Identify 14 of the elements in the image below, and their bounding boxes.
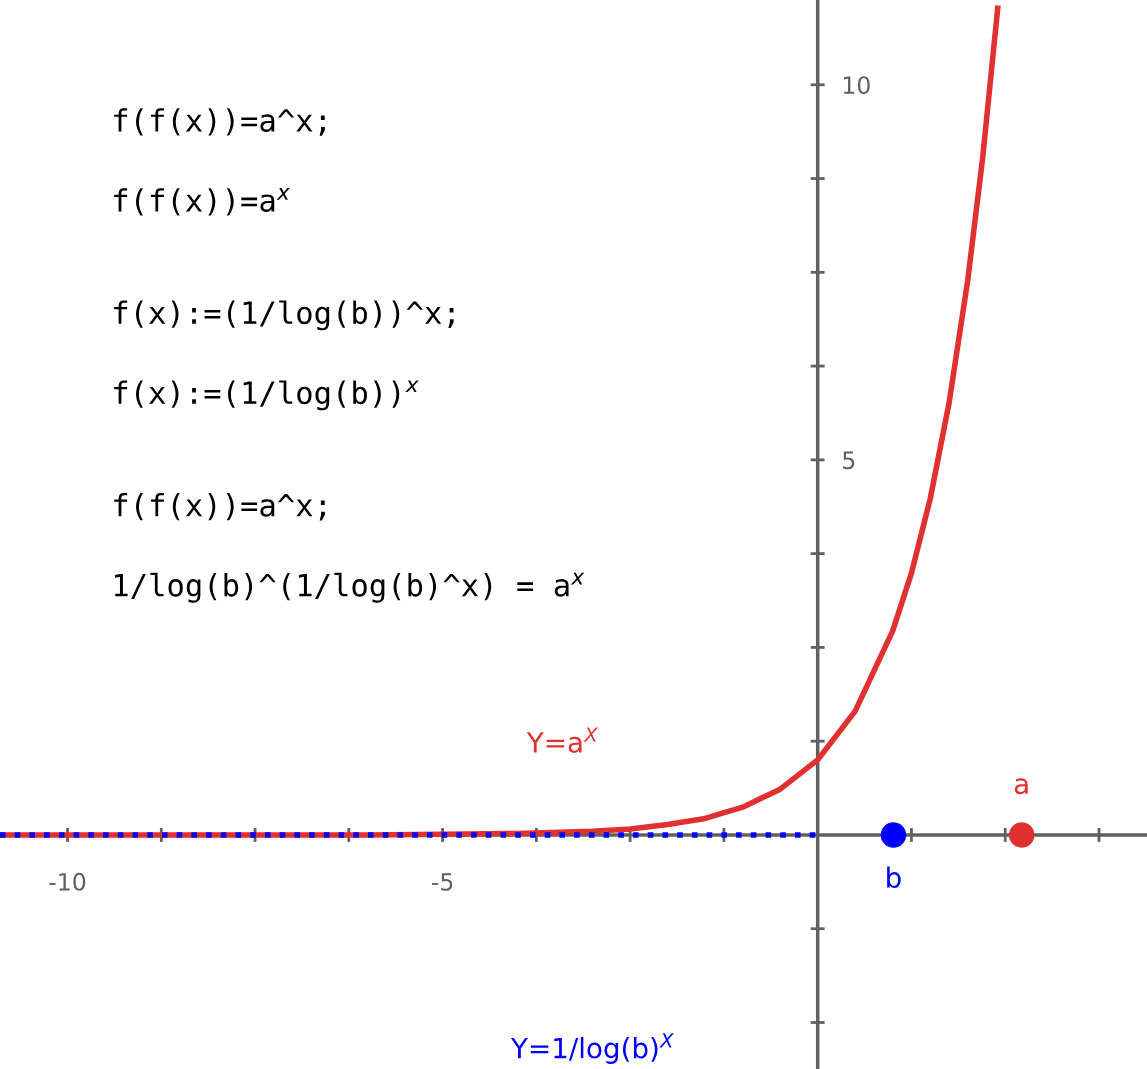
- series-label: a: [1014, 778, 1028, 795]
- text: Y=a$^{X}$: [526, 727, 598, 753]
- x-tick-label: -5: [431, 873, 453, 891]
- annotation: f(f(x))=a^x;: [114, 108, 325, 136]
- annotation: 1/log(b)^(1/log(b)^x) = a$^{x}$: [114, 572, 585, 603]
- series-label: b: [887, 866, 901, 889]
- x-tick-label: -10: [49, 872, 86, 891]
- annotation: f(f(x))=a$^{x}$: [114, 188, 290, 216]
- annotation: f(f(x))=a^x;: [114, 493, 325, 521]
- annotation: f(x):=(1/log(b))$^{x}$: [114, 380, 419, 411]
- annotation: f(x):=(1/log(b))^x;: [114, 300, 454, 331]
- y-tick-label: 10: [843, 76, 870, 95]
- annotation: Y=1/log(b)$^{X}$: [510, 1033, 674, 1064]
- y-tick-label: 5: [843, 451, 855, 470]
